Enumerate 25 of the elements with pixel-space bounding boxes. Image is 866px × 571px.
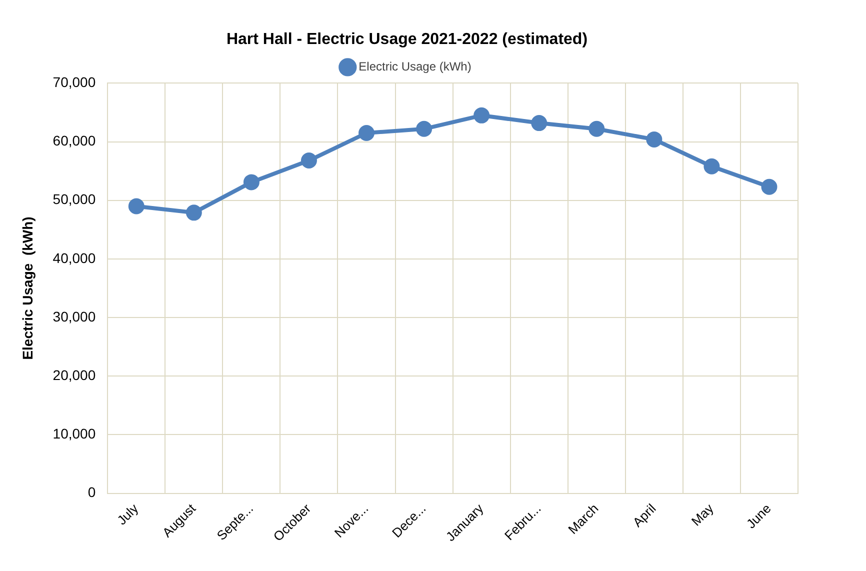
y-tick-label: 70,000 [52, 74, 96, 90]
chart-title: Hart Hall - Electric Usage 2021-2022 (estimated) [226, 31, 588, 48]
y-tick-label: 50,000 [52, 191, 96, 208]
y-tick-label: 10,000 [52, 426, 96, 442]
y-tick-label: 20,000 [52, 366, 96, 383]
y-axis-title: Electric Usage (kWh) [19, 216, 36, 360]
y-tick-label: 0 [88, 484, 96, 500]
x-tick-label: July [114, 500, 142, 528]
point [474, 107, 490, 124]
point [588, 120, 605, 137]
y-tick-label: 40,000 [52, 250, 96, 266]
legend-label: Electric Usage (kWh) [358, 60, 472, 74]
point [358, 124, 375, 141]
point [186, 204, 202, 221]
y-tick-label: 30,000 [52, 308, 96, 324]
point [243, 174, 260, 190]
point [128, 198, 144, 214]
point [416, 120, 432, 137]
point [300, 152, 317, 169]
y-tick-label: 60,000 [52, 132, 96, 149]
point [531, 115, 548, 132]
point [761, 178, 778, 195]
point [704, 158, 720, 174]
point [646, 131, 662, 148]
x-tick-label: May [688, 500, 717, 529]
